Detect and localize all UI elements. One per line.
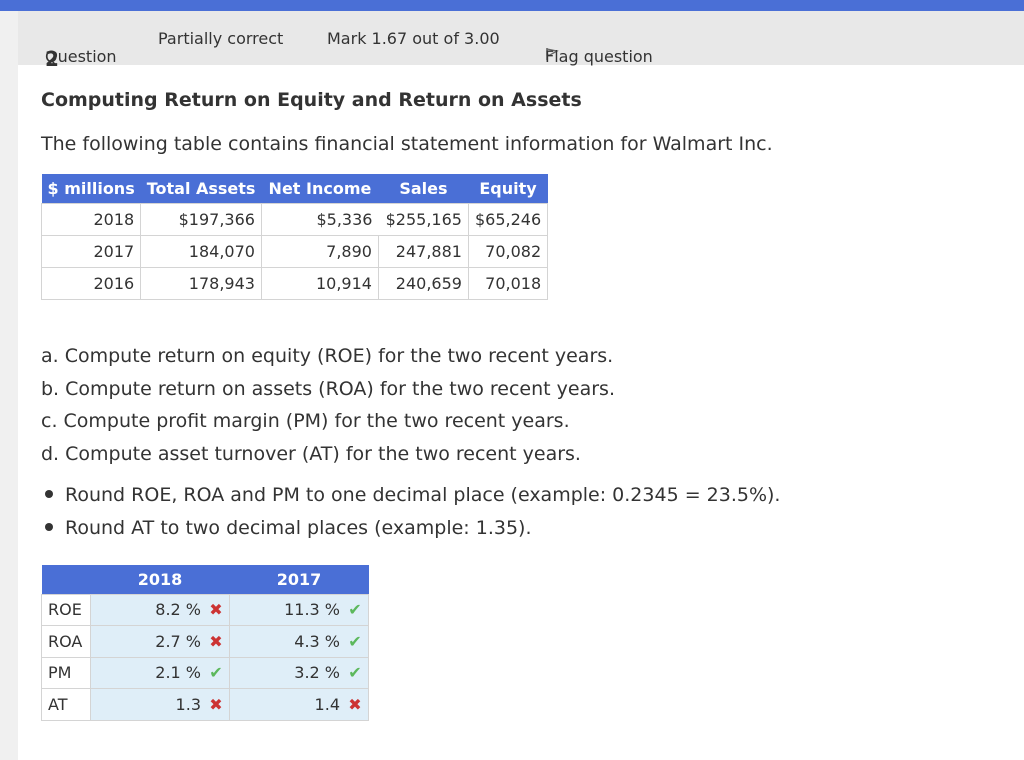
answer-row-label-text: ROE bbox=[48, 600, 82, 620]
left-strip bbox=[0, 11, 18, 760]
answer-input-2018-text[interactable]: 2.1 % bbox=[155, 663, 201, 683]
table-row: 2018 $197,366 $5,336 $255,165 $65,246 bbox=[40, 202, 549, 236]
answer-row-label-text: ROA bbox=[48, 631, 83, 651]
rounding-instructions: Round ROE, ROA and PM to one decimal pla… bbox=[41, 479, 780, 544]
answer-row-label: AT bbox=[41, 688, 91, 721]
table-row: ROA 2.7 % ✖ 4.3 % ✔ bbox=[41, 625, 369, 658]
task-list: a. Compute return on equity (ROE) for th… bbox=[41, 340, 615, 470]
answer-input-2017-text[interactable]: 4.3 % bbox=[294, 631, 340, 651]
answer-input-2017-text[interactable]: 11.3 % bbox=[284, 600, 340, 620]
cross-icon: ✖ bbox=[209, 694, 223, 714]
answer-header-2017: 2017 bbox=[229, 565, 369, 594]
task-item: d. Compute asset turnover (AT) for the t… bbox=[41, 442, 581, 465]
answer-input-2017[interactable]: 1.4 ✖ bbox=[229, 688, 369, 721]
question-intro: The following table contains financial s… bbox=[41, 133, 773, 155]
answer-input-2018[interactable]: 2.1 % ✔ bbox=[90, 656, 230, 689]
answer-input-2018[interactable]: 8.2 % ✖ bbox=[90, 593, 230, 626]
table-row: 2016 178,943 10,914 240,659 70,018 bbox=[40, 266, 549, 300]
answer-table: 2018 2017 ROE 8.2 % ✖ 11.3 % ✔ ROA 2.7 % ✖ 4.3 %… bbox=[41, 565, 369, 721]
task-item: c. Compute profit margin (PM) for the tw… bbox=[41, 410, 570, 432]
question-number: 2 bbox=[45, 47, 59, 71]
cross-icon: ✖ bbox=[209, 600, 223, 620]
answer-input-2017[interactable]: 4.3 % ✔ bbox=[229, 625, 369, 658]
bullet-item: Round ROE, ROA and PM to one decimal pla… bbox=[41, 479, 780, 512]
answer-header-blank bbox=[41, 565, 91, 594]
cross-icon: ✖ bbox=[209, 631, 223, 651]
answer-input-2018-text[interactable]: 2.7 % bbox=[155, 631, 201, 651]
table-row: ROE 8.2 % ✖ 11.3 % ✔ bbox=[41, 593, 369, 626]
bullet-dot-icon bbox=[45, 490, 53, 498]
fin-header: Sales bbox=[378, 174, 469, 203]
fin-header: Total Assets bbox=[140, 174, 262, 203]
table-row: AT 1.3 ✖ 1.4 ✖ bbox=[41, 688, 369, 721]
check-icon: ✔ bbox=[348, 600, 362, 620]
question-state: Partially correct bbox=[158, 29, 284, 48]
flag-icon[interactable] bbox=[545, 47, 559, 65]
cross-icon: ✖ bbox=[348, 694, 362, 714]
financial-table: $ millions Total Assets Net Income Sales… bbox=[40, 174, 549, 300]
answer-row-label-text: PM bbox=[48, 663, 72, 683]
question-mark: Mark 1.67 out of 3.00 bbox=[327, 29, 500, 48]
task-item: b. Compute return on assets (ROA) for th… bbox=[41, 377, 615, 400]
table-row: PM 2.1 % ✔ 3.2 % ✔ bbox=[41, 656, 369, 689]
question-info-bar: Question 2 Partially correct Mark 1.67 o… bbox=[18, 11, 1024, 71]
answer-header-2018: 2018 bbox=[90, 565, 230, 594]
answer-input-2017-text[interactable]: 3.2 % bbox=[294, 663, 340, 683]
answer-row-label: ROA bbox=[41, 625, 91, 658]
answer-input-2018-text[interactable]: 1.3 bbox=[175, 694, 201, 714]
check-icon: ✔ bbox=[348, 631, 362, 651]
answer-input-2018[interactable]: 2.7 % ✖ bbox=[90, 625, 230, 658]
check-icon: ✔ bbox=[348, 663, 362, 683]
answer-input-2017-text[interactable]: 1.4 bbox=[314, 694, 340, 714]
answer-input-2018-text[interactable]: 8.2 % bbox=[155, 600, 201, 620]
top-accent-bar bbox=[0, 0, 1024, 11]
answer-input-2017[interactable]: 11.3 % ✔ bbox=[229, 593, 369, 626]
answer-input-2018[interactable]: 1.3 ✖ bbox=[90, 688, 230, 721]
fin-header: Equity bbox=[468, 174, 548, 203]
table-row: 2017 184,070 7,890 247,881 70,082 bbox=[40, 234, 549, 268]
bullet-dot-icon bbox=[45, 522, 53, 531]
question-heading: Computing Return on Equity and Return on… bbox=[41, 89, 582, 111]
bullet-item: Round AT to two decimal places (example:… bbox=[41, 512, 780, 545]
check-icon: ✔ bbox=[209, 663, 223, 683]
answer-row-label-text: AT bbox=[48, 694, 68, 714]
task-item: a. Compute return on equity (ROE) for th… bbox=[41, 345, 614, 367]
answer-row-label: PM bbox=[41, 656, 91, 689]
fin-header: $ millions bbox=[41, 174, 141, 203]
answer-input-2017[interactable]: 3.2 % ✔ bbox=[229, 656, 369, 689]
fin-header: Net Income bbox=[261, 174, 379, 203]
answer-row-label: ROE bbox=[41, 593, 91, 626]
